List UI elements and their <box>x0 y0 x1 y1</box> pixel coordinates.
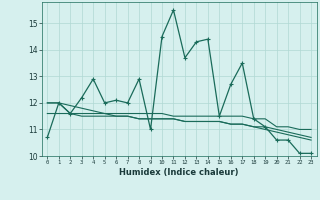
X-axis label: Humidex (Indice chaleur): Humidex (Indice chaleur) <box>119 168 239 177</box>
